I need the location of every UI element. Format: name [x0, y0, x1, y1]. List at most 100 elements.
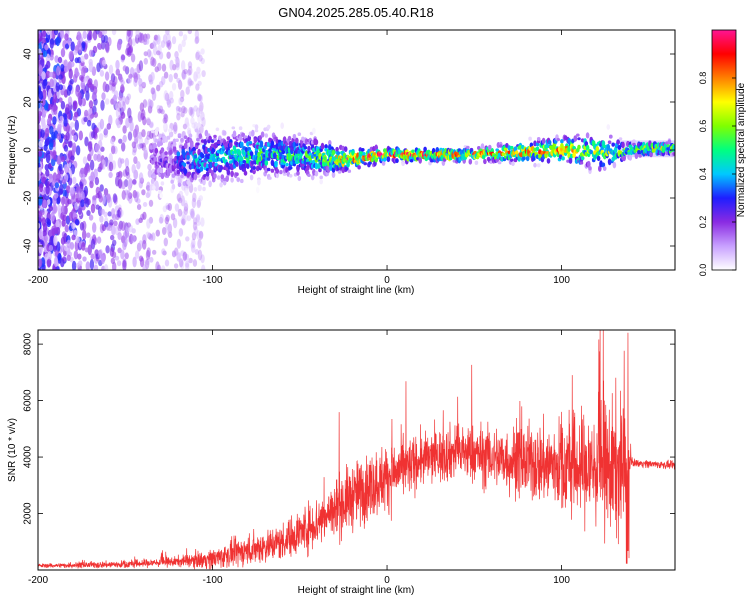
- spectrogram-cell: [156, 264, 162, 270]
- y-tick-label: -20: [23, 190, 34, 205]
- spectrogram-cell: [92, 90, 97, 101]
- x-tick-label: 100: [553, 275, 570, 286]
- spectrogram-cell: [152, 44, 158, 56]
- spectrogram-cell: [241, 132, 245, 137]
- spectrogram-cell: [187, 61, 193, 69]
- spectrogram-cell: [612, 161, 617, 169]
- spectrogram-cell: [122, 65, 128, 72]
- spectrogram-cell: [196, 51, 202, 59]
- spectrogram-cell: [187, 30, 192, 35]
- spectrogram-cell: [199, 101, 204, 112]
- spectrogram-cell: [66, 185, 71, 194]
- spectrogram-cell: [166, 51, 171, 59]
- spectrogram-cell: [171, 36, 177, 45]
- spectrogram-cell: [191, 197, 197, 209]
- spectrogram-cell: [297, 132, 302, 136]
- spectrogram-cell: [110, 138, 115, 145]
- spectrogram-cell: [189, 208, 194, 216]
- spectrogram-cell: [622, 154, 626, 162]
- spectrogram-cell: [255, 186, 260, 194]
- spectrogram-cell: [163, 71, 169, 79]
- spectrogram-cell: [196, 199, 201, 209]
- spectrogram-cell: [71, 260, 77, 270]
- spectrogram-cell: [249, 174, 254, 181]
- spectrogram-cell: [75, 262, 81, 268]
- spectrogram-cell: [536, 137, 541, 141]
- spectrogram-cell: [187, 78, 193, 87]
- spectrogram-cell: [186, 161, 190, 165]
- spectrogram-cell: [56, 173, 61, 180]
- spectrogram-cell: [56, 241, 61, 253]
- spectrogram-cell: [82, 30, 87, 40]
- spectrogram-cell: [249, 151, 254, 157]
- spectrogram-cell: [44, 253, 49, 261]
- spectrogram-cell: [174, 247, 179, 256]
- spectrogram-cell: [43, 235, 48, 243]
- spectrogram-cell: [67, 140, 73, 148]
- spectrogram-cell: [573, 135, 578, 142]
- spectrogram-cell: [576, 133, 580, 137]
- spectrogram-cell: [67, 199, 72, 205]
- spectrogram-cell: [164, 138, 168, 143]
- spectrogram-cell: [38, 172, 41, 181]
- spectrogram-cell: [197, 80, 202, 86]
- spectrogram-cell: [49, 54, 54, 61]
- spectrogram-cell: [199, 231, 204, 239]
- spectrogram-cell: [166, 171, 171, 177]
- spectrogram-cell: [68, 68, 73, 80]
- spectrogram-cell: [127, 37, 133, 48]
- spectrogram-cell: [38, 162, 41, 168]
- spectrogram-cell: [102, 81, 108, 92]
- spectrogram-cell: [62, 189, 67, 198]
- spectrogram-cell: [220, 174, 225, 180]
- spectrogram-cell: [178, 197, 183, 204]
- spectrogram-cell: [210, 139, 215, 144]
- spectrogram-cell: [176, 77, 181, 84]
- spectrogram-cell: [363, 162, 368, 166]
- spectrogram-cell: [517, 154, 521, 162]
- spectrogram-cell: [589, 149, 593, 155]
- spectrogram-cell: [310, 174, 315, 181]
- spectrogram-cell: [226, 169, 231, 176]
- spectrogram-cell: [638, 154, 642, 158]
- spectrogram-cell: [138, 255, 144, 262]
- spectrogram-cell: [281, 149, 286, 155]
- spectrogram-cell: [99, 215, 104, 223]
- spectrogram-cell: [44, 44, 49, 51]
- spectrogram-cell: [70, 61, 75, 68]
- spectrogram-cell: [44, 179, 49, 187]
- spectrogram-cell: [172, 63, 177, 71]
- spectrogram-cell: [52, 93, 58, 103]
- colorbar-tick-label: 0.8: [698, 72, 708, 85]
- spectrogram-cell: [38, 243, 43, 254]
- spectrogram-cell: [70, 155, 75, 161]
- spectrogram-cell: [613, 146, 618, 154]
- spectrogram-cell: [74, 202, 79, 211]
- spectrogram-cell: [59, 169, 64, 175]
- spectrogram-cell: [165, 204, 171, 210]
- spectrogram-cell: [347, 169, 352, 173]
- spectrogram-cell: [483, 158, 487, 165]
- spectrogram-cell: [193, 105, 198, 112]
- spectrogram-y-axis-label: Frequency (Hz): [7, 116, 18, 185]
- colorbar-label: Normalized spectral amplitude: [736, 82, 747, 217]
- spectrogram-cell: [46, 118, 52, 125]
- spectrogram-cell: [82, 229, 87, 241]
- spectrogram-cell: [274, 136, 278, 140]
- spectrogram-cell: [649, 151, 653, 158]
- spectrogram-cell: [235, 161, 239, 167]
- spectrogram-cell: [66, 85, 72, 96]
- spectrogram-cell: [131, 235, 136, 243]
- spectrogram-cell: [55, 220, 60, 228]
- spectrogram-cell: [474, 160, 479, 165]
- spectrogram-cell: [628, 155, 633, 161]
- spectrogram-cell: [126, 30, 131, 37]
- spectrogram-cell: [90, 131, 96, 139]
- spectrogram-cell: [133, 72, 139, 83]
- spectrogram-cell: [170, 179, 174, 184]
- colorbar-tick-label: 0.4: [698, 168, 708, 181]
- spectrogram-cell: [160, 147, 165, 153]
- spectrogram-cell: [152, 185, 156, 191]
- spectrogram-cell: [195, 50, 201, 59]
- spectrogram-cell: [104, 71, 110, 81]
